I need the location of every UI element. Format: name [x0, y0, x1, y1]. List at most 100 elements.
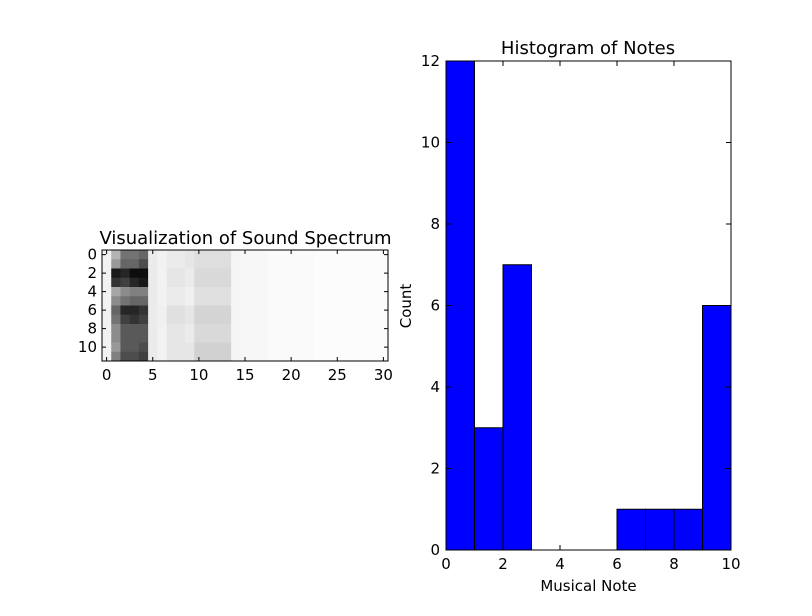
- spectrum-cell: [360, 259, 370, 269]
- spectrum-cell: [314, 250, 324, 260]
- spectrum-cell: [166, 268, 177, 279]
- spectrum-cell: [332, 333, 343, 343]
- spectrum-cell: [286, 287, 297, 297]
- spectrum-cell: [111, 250, 121, 260]
- spectrum-cell: [332, 324, 343, 334]
- spectrum-cell: [212, 259, 223, 269]
- spectrum-cell: [175, 324, 186, 334]
- spectrum-cell: [323, 324, 333, 334]
- histogram-y-tick-label: 12: [421, 52, 440, 70]
- spectrum-cell: [323, 314, 333, 325]
- spectrum-cell: [175, 250, 186, 260]
- spectrum-cell: [129, 351, 140, 362]
- spectrum-cell: [231, 342, 241, 353]
- spectrum-cell: [175, 351, 186, 362]
- spectrum-cell: [240, 324, 250, 334]
- spectrum-y-tick-label: 6: [87, 301, 97, 319]
- spectrum-cell: [231, 351, 241, 362]
- spectrum-subplot: Visualization of Sound Spectrum 0 5 10 15 20…: [78, 228, 393, 384]
- spectrum-cell: [102, 351, 112, 362]
- spectrum-cell: [314, 333, 324, 343]
- spectrum-cell: [314, 351, 324, 362]
- spectrum-cell: [120, 314, 130, 325]
- spectrum-cell: [157, 287, 167, 297]
- spectrum-x-tick-label: 5: [148, 366, 158, 384]
- spectrum-cell: [369, 268, 380, 279]
- spectrum-cell: [268, 250, 278, 260]
- spectrum-x-tick-label: 30: [374, 366, 393, 384]
- spectrum-x-tick-label: 15: [235, 366, 254, 384]
- spectrum-cell: [240, 351, 250, 362]
- spectrum-cell: [157, 333, 167, 343]
- spectrum-cell: [295, 296, 306, 306]
- spectrum-cell: [212, 333, 223, 343]
- histogram-y-tick-label: 8: [430, 215, 440, 233]
- spectrum-cell: [286, 250, 297, 260]
- spectrum-cell: [277, 259, 287, 269]
- spectrum-cell: [129, 305, 140, 316]
- spectrum-cell: [369, 259, 380, 269]
- spectrum-cell: [175, 277, 186, 288]
- spectrum-cell: [221, 333, 232, 343]
- spectrum-cell: [323, 250, 333, 260]
- spectrum-cell: [221, 342, 232, 353]
- spectrum-cell: [129, 296, 140, 306]
- spectrum-cell: [304, 333, 315, 343]
- spectrum-cell: [185, 277, 195, 288]
- spectrum-cell: [157, 342, 167, 353]
- spectrum-cell: [378, 250, 389, 260]
- spectrum-cell: [120, 351, 130, 362]
- spectrum-cell: [332, 305, 343, 316]
- spectrum-cell: [102, 296, 112, 306]
- spectrum-cell: [138, 277, 149, 288]
- spectrum-y-tick-label: 10: [78, 338, 97, 356]
- spectrum-cell: [148, 259, 158, 269]
- spectrum-cell: [323, 268, 333, 279]
- spectrum-cell: [314, 259, 324, 269]
- spectrum-cell: [166, 296, 177, 306]
- spectrum-cell: [268, 296, 278, 306]
- spectrum-cell: [148, 268, 158, 279]
- spectrum-cell: [129, 324, 140, 334]
- histogram-y-ticks: 0 2 4 6 8 10 12: [421, 52, 731, 559]
- spectrum-cell: [286, 333, 297, 343]
- spectrum-cell: [157, 277, 167, 288]
- spectrum-cell: [138, 259, 149, 269]
- spectrum-cell: [351, 259, 361, 269]
- spectrum-cell: [194, 250, 204, 260]
- spectrum-cell: [304, 351, 315, 362]
- spectrum-cell: [166, 324, 177, 334]
- spectrum-cell: [286, 268, 297, 279]
- spectrum-cell: [148, 314, 158, 325]
- spectrum-cell: [148, 342, 158, 353]
- spectrum-cell: [304, 305, 315, 316]
- spectrum-cell: [351, 333, 361, 343]
- spectrum-cell: [360, 324, 370, 334]
- spectrum-cell: [185, 305, 195, 316]
- spectrum-cell: [323, 342, 333, 353]
- spectrum-cell: [277, 333, 287, 343]
- spectrum-cell: [286, 351, 297, 362]
- histogram-x-tick-label: 4: [555, 555, 565, 573]
- spectrum-cell: [221, 250, 232, 260]
- spectrum-cell: [378, 342, 389, 353]
- spectrum-cell: [369, 287, 380, 297]
- spectrum-cell: [277, 277, 287, 288]
- spectrum-cell: [148, 305, 158, 316]
- spectrum-title: Visualization of Sound Spectrum: [99, 228, 391, 249]
- spectrum-cell: [166, 351, 177, 362]
- spectrum-cell: [240, 314, 250, 325]
- spectrum-cell: [360, 268, 370, 279]
- spectrum-cell: [332, 296, 343, 306]
- spectrum-x-ticks: 0 5 10 15 20 25 30: [102, 250, 393, 384]
- spectrum-cell: [203, 296, 214, 306]
- spectrum-cell: [138, 296, 149, 306]
- spectrum-cell: [295, 324, 306, 334]
- spectrum-x-tick-label: 0: [102, 366, 112, 384]
- histogram-x-ticks: 0 2 4 6 8 10: [441, 61, 741, 573]
- spectrum-cell: [203, 342, 214, 353]
- spectrum-cell: [157, 268, 167, 279]
- spectrum-cell: [185, 351, 195, 362]
- spectrum-cell: [360, 305, 370, 316]
